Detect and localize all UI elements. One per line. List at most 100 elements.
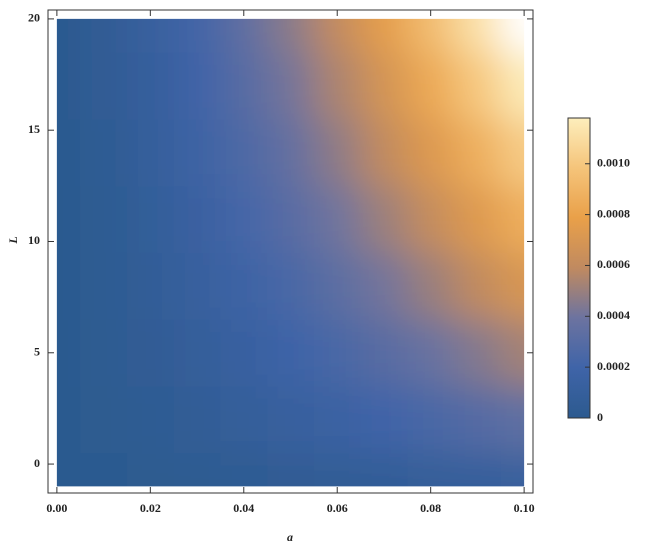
y-tick-label: 0 (34, 456, 40, 470)
heat-cell (360, 452, 408, 487)
heat-cell (126, 52, 175, 120)
heat-cell (267, 386, 315, 454)
x-tick-label: 0.08 (420, 501, 441, 515)
heat-cell (407, 185, 455, 254)
x-tick-label: 0.02 (140, 501, 161, 515)
heat-cell (454, 119, 502, 187)
heat-cell (454, 18, 502, 53)
heat-cell (220, 319, 268, 387)
heat-cell (313, 386, 362, 454)
heat-cell (500, 119, 525, 187)
heat-cell (407, 452, 455, 487)
heat-cell (173, 252, 221, 320)
heat-cell (500, 18, 525, 53)
x-tick-label: 0.10 (514, 501, 535, 515)
y-axis-label: L (6, 236, 20, 244)
heat-cell (267, 52, 315, 120)
heat-cell (407, 252, 455, 320)
heat-cell (220, 52, 268, 120)
heat-cell (407, 18, 455, 53)
heat-cell (360, 119, 408, 187)
heat-cell (360, 18, 408, 53)
heat-cell (313, 452, 362, 487)
heat-cell (267, 319, 315, 387)
plot-frame (47, 9, 534, 494)
y-tick-label: 20 (28, 11, 40, 25)
heat-cell (313, 18, 362, 53)
heat-cell (360, 319, 408, 387)
heat-cell (267, 452, 315, 487)
heat-cell (454, 252, 502, 320)
heat-cell (173, 452, 221, 487)
colorbar-tick-label: 0.0004 (597, 308, 630, 322)
heat-cell (267, 252, 315, 320)
heat-cell (56, 119, 81, 187)
heat-cell (407, 119, 455, 187)
heat-cell (454, 319, 502, 387)
heat-cell (56, 18, 81, 53)
heat-cell (454, 185, 502, 254)
x-tick-label: 0.04 (233, 501, 254, 515)
heat-cell (173, 52, 221, 120)
heat-cell (56, 252, 81, 320)
x-tick-label: 0.00 (46, 501, 67, 515)
x-tick-label: 0.06 (327, 501, 348, 515)
heat-cell (80, 319, 128, 387)
heat-cell (56, 452, 81, 487)
colorbar-tick-label: 0.0010 (597, 156, 630, 170)
heat-cell (80, 386, 128, 454)
heat-cell (126, 18, 175, 53)
heat-cell (500, 319, 525, 387)
heat-cell (56, 319, 81, 387)
heat-cell (313, 52, 362, 120)
heat-cell (56, 386, 81, 454)
heat-cell (173, 18, 221, 53)
heat-cell (267, 119, 315, 187)
heat-cell (500, 452, 525, 487)
heat-cell (313, 185, 362, 254)
colorbar-tick-label: 0.0008 (597, 206, 630, 220)
y-tick-label: 15 (28, 122, 40, 136)
heat-cell (407, 386, 455, 454)
heat-cell (126, 319, 175, 387)
heat-cell (80, 252, 128, 320)
heat-cell (500, 185, 525, 254)
heatmap (56, 18, 525, 487)
heat-cell (454, 452, 502, 487)
heat-cell (126, 452, 175, 487)
heat-cell (454, 386, 502, 454)
heat-cell (500, 386, 525, 454)
heat-cell (80, 52, 128, 120)
heat-cell (220, 452, 268, 487)
heat-cell (360, 386, 408, 454)
heat-cell (126, 185, 175, 254)
colorbar-tick-label: 0.0002 (597, 359, 630, 373)
heat-cell (220, 252, 268, 320)
heat-cell (313, 319, 362, 387)
heat-cell (313, 119, 362, 187)
heat-cell (80, 185, 128, 254)
heat-cell (80, 18, 128, 53)
heat-cell (126, 386, 175, 454)
heat-cell (126, 252, 175, 320)
heat-cell (126, 119, 175, 187)
heat-cell (173, 319, 221, 387)
heat-cell (407, 52, 455, 120)
heat-cell (360, 185, 408, 254)
heat-cell (173, 119, 221, 187)
colorbar-tick-label: 0 (597, 410, 603, 424)
x-axis-label: a (287, 530, 293, 544)
heat-cell (454, 52, 502, 120)
y-tick-label: 5 (34, 345, 40, 359)
heat-cell (313, 252, 362, 320)
heat-cell (267, 18, 315, 53)
heat-cell (173, 185, 221, 254)
heat-cell (360, 52, 408, 120)
heat-cell (500, 52, 525, 120)
y-tick-label: 10 (28, 233, 40, 247)
heat-cell (267, 185, 315, 254)
heat-cell (500, 252, 525, 320)
heat-cell (56, 185, 81, 254)
heat-cell (80, 119, 128, 187)
